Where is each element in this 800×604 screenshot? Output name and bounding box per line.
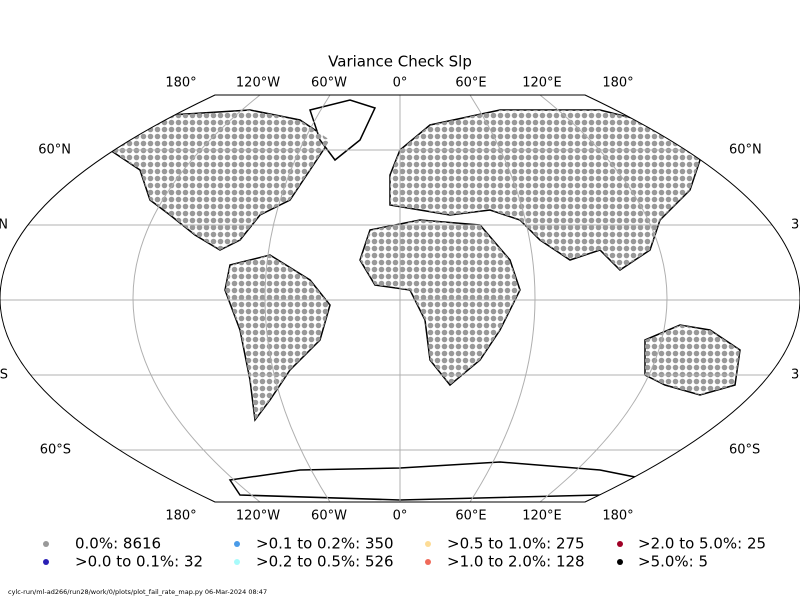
lat-label: 30°N bbox=[0, 218, 8, 233]
stations-africa bbox=[360, 220, 520, 385]
lon-label: 60°E bbox=[455, 509, 486, 524]
meridian bbox=[539, 95, 668, 502]
lon-label: 0° bbox=[393, 509, 408, 524]
legend-marker bbox=[43, 559, 49, 565]
lat-label: 30°S bbox=[0, 368, 8, 383]
lat-label: 30°N bbox=[791, 218, 800, 233]
map-border bbox=[0, 94, 800, 503]
lat-label: 60°S bbox=[40, 443, 71, 458]
lon-label: 60°W bbox=[311, 76, 347, 91]
legend-label: >5.0%: 5 bbox=[638, 553, 708, 571]
legend-marker bbox=[234, 541, 240, 547]
lat-label: 30°S bbox=[791, 368, 800, 383]
lat-label: 60°S bbox=[729, 443, 760, 458]
legend-label: >0.2 to 0.5%: 526 bbox=[256, 553, 394, 571]
lon-label: 120°E bbox=[522, 509, 562, 524]
legend-label: >0.5 to 1.0%: 275 bbox=[447, 535, 585, 553]
map-area bbox=[0, 95, 800, 502]
axis-labels: 180° 120°W 60°W 0° 60°E 120°E 180° 180° 120°W 60°… bbox=[0, 76, 800, 524]
legend-marker bbox=[617, 559, 623, 565]
meridian bbox=[469, 95, 536, 502]
title: Variance Check Slp bbox=[328, 53, 472, 71]
meridian bbox=[264, 95, 331, 502]
lon-label: 60°E bbox=[455, 76, 486, 91]
lon-label: 0° bbox=[393, 76, 408, 91]
lon-label: 120°W bbox=[236, 76, 280, 91]
legend-label: >1.0 to 2.0%: 128 bbox=[447, 553, 585, 571]
lon-label: 180° bbox=[602, 509, 633, 524]
antarctica bbox=[228, 461, 661, 501]
legend-label: 0.0%: 8616 bbox=[75, 535, 161, 553]
legend: 0.0%: 8616>0.0 to 0.1%: 32 >0.1 to 0.2%: … bbox=[43, 535, 766, 571]
legend-marker bbox=[43, 541, 49, 547]
legend-marker bbox=[234, 559, 240, 565]
lat-label: 60°N bbox=[729, 143, 762, 158]
legend-label: >2.0 to 5.0%: 25 bbox=[638, 535, 766, 553]
graticule bbox=[0, 95, 800, 502]
stations-na bbox=[80, 110, 330, 250]
lon-label: 120°W bbox=[236, 509, 280, 524]
lon-label: 180° bbox=[602, 76, 633, 91]
legend-marker bbox=[425, 541, 431, 547]
lon-label: 120°E bbox=[522, 76, 562, 91]
lon-label: 180° bbox=[165, 509, 196, 524]
legend-label: >0.0 to 0.1%: 32 bbox=[75, 553, 203, 571]
stations-sa bbox=[225, 255, 330, 420]
lon-label: 180° bbox=[165, 76, 196, 91]
lon-label: 60°W bbox=[311, 509, 347, 524]
lat-label: 60°N bbox=[38, 143, 71, 158]
meridian bbox=[132, 95, 261, 502]
footer: cylc-run/ml-ad266/run28/work/0/plots/plo… bbox=[8, 588, 267, 596]
legend-marker bbox=[617, 541, 623, 547]
legend-marker bbox=[425, 559, 431, 565]
legend-label: >0.1 to 0.2%: 350 bbox=[256, 535, 394, 553]
station-density bbox=[80, 110, 740, 420]
stations-australia bbox=[645, 325, 740, 395]
